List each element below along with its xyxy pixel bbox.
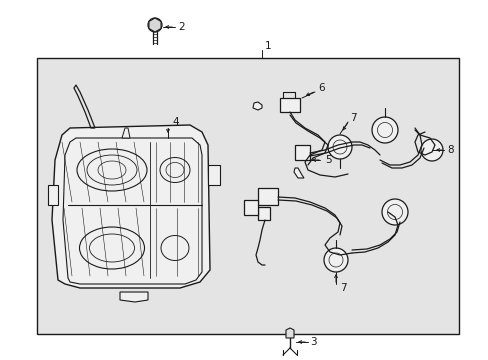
Polygon shape: [280, 98, 299, 112]
Polygon shape: [252, 102, 262, 110]
Circle shape: [371, 117, 397, 143]
Polygon shape: [120, 292, 148, 302]
Polygon shape: [207, 165, 220, 185]
Text: 4: 4: [172, 117, 178, 127]
Polygon shape: [258, 207, 269, 220]
Polygon shape: [48, 185, 58, 205]
Circle shape: [420, 139, 442, 161]
Bar: [37, 58, 458, 334]
Polygon shape: [52, 125, 209, 288]
Polygon shape: [244, 200, 258, 215]
Polygon shape: [149, 18, 161, 32]
Polygon shape: [285, 328, 293, 338]
Text: 5: 5: [325, 155, 331, 165]
Text: 7: 7: [349, 113, 356, 123]
Polygon shape: [293, 168, 304, 178]
Circle shape: [381, 199, 407, 225]
Polygon shape: [258, 188, 278, 205]
Text: 2: 2: [178, 22, 184, 32]
Polygon shape: [294, 145, 309, 160]
Circle shape: [148, 18, 162, 32]
Text: 3: 3: [309, 337, 316, 347]
Circle shape: [324, 248, 347, 272]
Text: 8: 8: [446, 145, 453, 155]
Circle shape: [327, 135, 351, 159]
Text: 1: 1: [264, 41, 271, 51]
Text: 7: 7: [339, 283, 346, 293]
Polygon shape: [122, 128, 130, 138]
Text: 6: 6: [317, 83, 324, 93]
